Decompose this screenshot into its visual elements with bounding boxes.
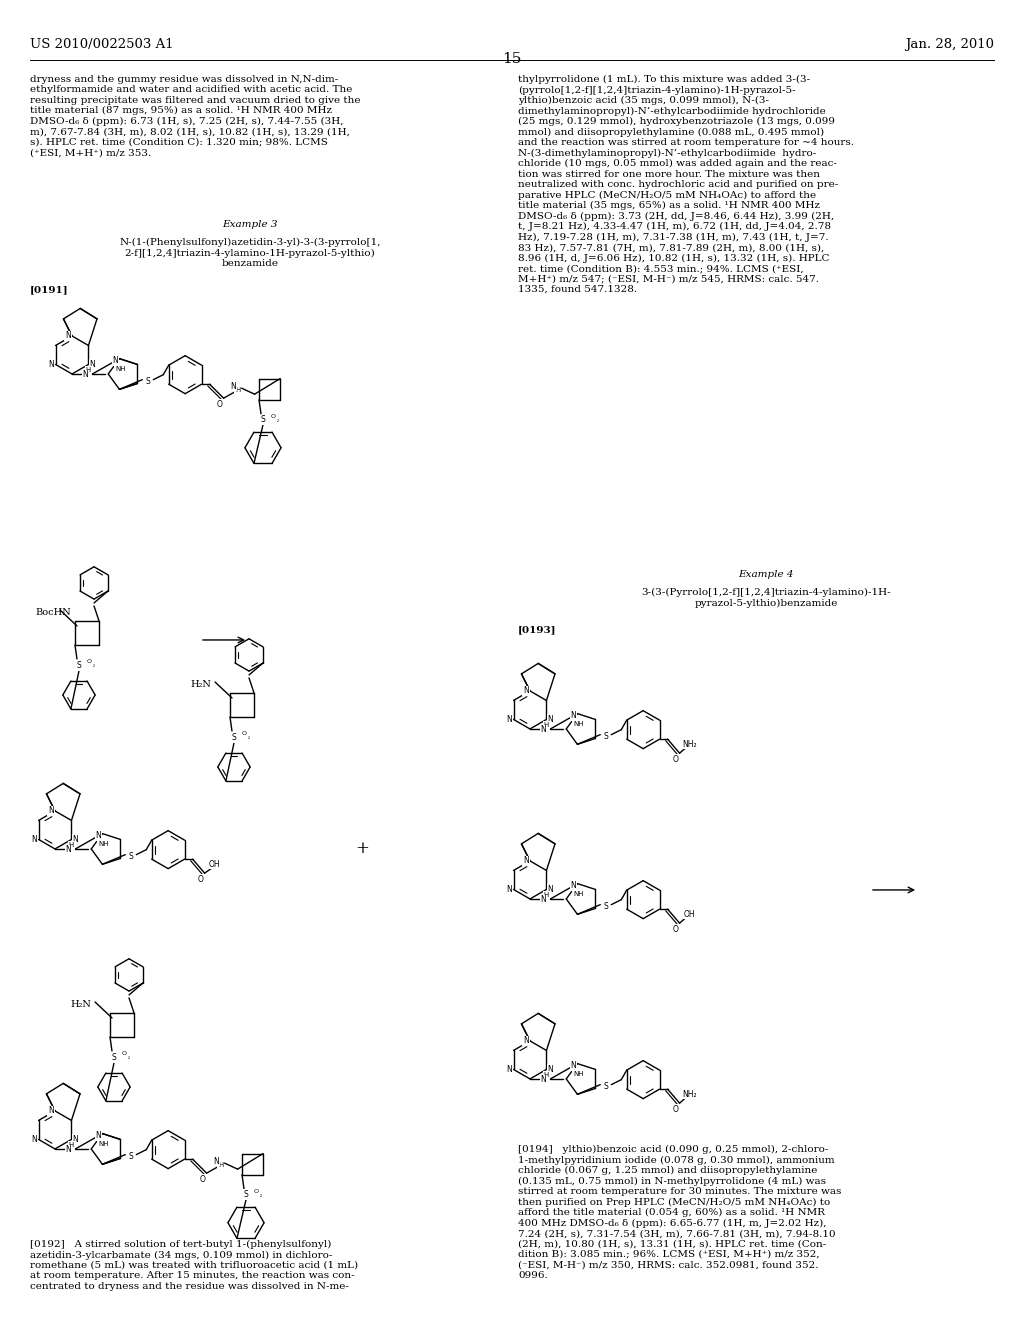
Text: N: N <box>73 1135 78 1144</box>
Text: O: O <box>673 924 679 933</box>
Text: N: N <box>548 715 553 723</box>
Text: N: N <box>523 686 528 696</box>
Text: O: O <box>254 1189 258 1195</box>
Text: thylpyrrolidone (1 mL). To this mixture was added 3-(3-
(pyrrolo[1,2-f][1,2,4]tr: thylpyrrolidone (1 mL). To this mixture … <box>518 75 854 294</box>
Text: NH₂: NH₂ <box>682 739 697 748</box>
Text: S: S <box>604 733 608 741</box>
Text: NH: NH <box>98 1140 109 1147</box>
Text: N: N <box>548 1065 553 1074</box>
Text: S: S <box>261 416 265 424</box>
Text: N: N <box>95 832 101 840</box>
Text: N: N <box>570 1061 577 1071</box>
Text: N: N <box>541 1076 546 1085</box>
Text: NH: NH <box>115 366 126 372</box>
Text: NH: NH <box>573 891 584 898</box>
Text: ₂: ₂ <box>93 664 95 668</box>
Text: ₂: ₂ <box>248 735 250 741</box>
Text: N: N <box>48 807 54 816</box>
Text: H: H <box>69 1142 74 1148</box>
Text: N: N <box>541 895 546 904</box>
Text: N: N <box>66 1146 72 1155</box>
Text: O: O <box>270 414 275 420</box>
Text: dryness and the gummy residue was dissolved in N,N-dim-
ethylformamide and water: dryness and the gummy residue was dissol… <box>30 75 360 157</box>
Text: S: S <box>244 1191 249 1200</box>
Text: BocHN: BocHN <box>35 609 71 616</box>
Text: N: N <box>66 331 71 341</box>
Text: US 2010/0022503 A1: US 2010/0022503 A1 <box>30 38 174 51</box>
Text: H: H <box>544 1072 549 1078</box>
Text: [0192]   A stirred solution of tert-butyl 1-(phenylsulfonyl)
azetidin-3-ylcarbam: [0192] A stirred solution of tert-butyl … <box>30 1239 358 1291</box>
Text: 15: 15 <box>503 51 521 66</box>
Text: Example 4: Example 4 <box>738 570 794 579</box>
Text: H: H <box>69 842 74 847</box>
Text: N: N <box>73 836 78 843</box>
Text: N: N <box>507 1065 512 1074</box>
Text: 3-(3-(Pyrrolo[1,2-f][1,2,4]triazin-4-ylamino)-1H-
pyrazol-5-ylthio)benzamide: 3-(3-(Pyrrolo[1,2-f][1,2,4]triazin-4-yla… <box>641 587 891 607</box>
Text: [0193]: [0193] <box>518 624 556 634</box>
Text: N: N <box>570 880 577 890</box>
Text: O: O <box>122 1052 127 1056</box>
Text: H₂N: H₂N <box>190 680 211 689</box>
Text: N: N <box>523 1036 528 1045</box>
Text: S: S <box>77 661 81 671</box>
Text: N: N <box>32 836 38 843</box>
Text: H: H <box>234 387 241 393</box>
Text: +: + <box>355 840 369 857</box>
Text: O: O <box>86 660 91 664</box>
Text: N: N <box>541 726 546 734</box>
Text: N: N <box>113 356 119 366</box>
Text: Jan. 28, 2010: Jan. 28, 2010 <box>905 38 994 51</box>
Text: S: S <box>604 902 608 911</box>
Text: O: O <box>217 400 222 409</box>
Text: S: S <box>604 1082 608 1092</box>
Text: N: N <box>548 884 553 894</box>
Text: N: N <box>570 711 577 721</box>
Text: NH: NH <box>98 841 109 847</box>
Text: N: N <box>230 381 237 391</box>
Text: NH: NH <box>573 721 584 727</box>
Text: OH: OH <box>684 909 695 919</box>
Text: [0194]   ylthio)benzoic acid (0.090 g, 0.25 mmol), 2-chloro-
1-methylpyridinium : [0194] ylthio)benzoic acid (0.090 g, 0.2… <box>518 1144 842 1280</box>
Text: N: N <box>49 360 54 370</box>
Text: ₂: ₂ <box>260 1193 262 1199</box>
Text: N: N <box>507 715 512 723</box>
Text: S: S <box>129 853 134 861</box>
Text: N: N <box>66 845 72 854</box>
Text: S: S <box>146 378 151 387</box>
Text: H₂N: H₂N <box>70 1001 91 1008</box>
Text: [0191]: [0191] <box>30 285 69 294</box>
Text: N: N <box>83 371 88 379</box>
Text: ₂: ₂ <box>128 1056 130 1060</box>
Text: N: N <box>48 1106 54 1115</box>
Text: H: H <box>544 892 549 898</box>
Text: H: H <box>218 1162 223 1168</box>
Text: N: N <box>32 1135 38 1144</box>
Text: S: S <box>231 734 237 742</box>
Text: NH₂: NH₂ <box>682 1089 697 1098</box>
Text: H: H <box>86 367 91 374</box>
Text: O: O <box>198 875 204 883</box>
Text: O: O <box>200 1175 206 1184</box>
Text: O: O <box>242 731 247 737</box>
Text: O: O <box>673 755 679 764</box>
Text: ₂: ₂ <box>276 418 280 424</box>
Text: NH: NH <box>573 1071 584 1077</box>
Text: N: N <box>95 1131 101 1140</box>
Text: N-(1-(Phenylsulfonyl)azetidin-3-yl)-3-(3-pyrrolo[1,
2-f][1,2,4]triazin-4-ylamino: N-(1-(Phenylsulfonyl)azetidin-3-yl)-3-(3… <box>119 238 381 268</box>
Text: O: O <box>673 1105 679 1114</box>
Text: N: N <box>507 884 512 894</box>
Text: H: H <box>544 722 549 727</box>
Text: S: S <box>129 1152 134 1162</box>
Text: N: N <box>89 360 95 370</box>
Text: N: N <box>214 1156 219 1166</box>
Text: N: N <box>523 857 528 866</box>
Text: S: S <box>112 1053 117 1063</box>
Text: Example 3: Example 3 <box>222 220 278 228</box>
Text: OH: OH <box>209 859 220 869</box>
